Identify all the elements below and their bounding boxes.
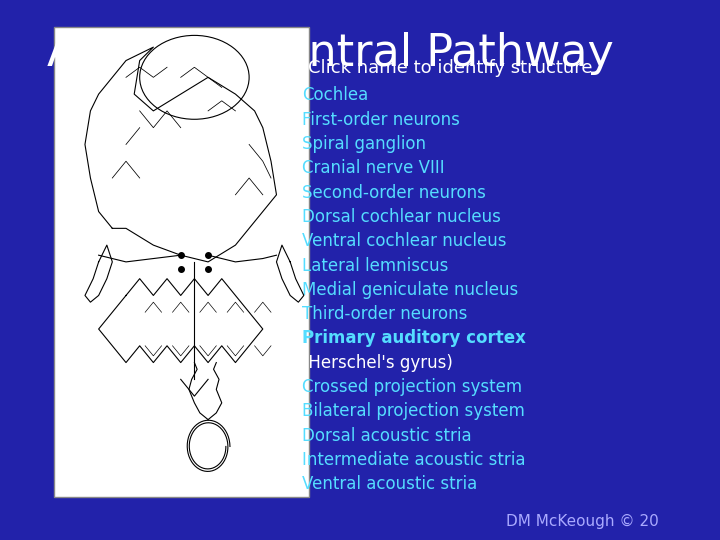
Text: Lateral lemniscus: Lateral lemniscus bbox=[302, 256, 449, 274]
Text: Click name to identify structure: Click name to identify structure bbox=[308, 59, 593, 77]
Text: Cranial nerve VIII: Cranial nerve VIII bbox=[302, 159, 445, 177]
Text: Crossed projection system: Crossed projection system bbox=[302, 378, 523, 396]
Text: Dorsal acoustic stria: Dorsal acoustic stria bbox=[302, 427, 472, 444]
Text: Bilateral projection system: Bilateral projection system bbox=[302, 402, 526, 420]
Text: Second-order neurons: Second-order neurons bbox=[302, 184, 486, 201]
Text: Medial geniculate nucleus: Medial geniculate nucleus bbox=[302, 281, 518, 299]
Text: Third-order neurons: Third-order neurons bbox=[302, 305, 468, 323]
Text: Ventral cochlear nucleus: Ventral cochlear nucleus bbox=[302, 232, 507, 250]
Text: Dorsal cochlear nucleus: Dorsal cochlear nucleus bbox=[302, 208, 501, 226]
Text: First-order neurons: First-order neurons bbox=[302, 111, 460, 129]
Text: Intermediate acoustic stria: Intermediate acoustic stria bbox=[302, 451, 526, 469]
Text: Auditory Central Pathway: Auditory Central Pathway bbox=[47, 32, 614, 76]
Text: Spiral ganglion: Spiral ganglion bbox=[302, 135, 426, 153]
Text: (Herschel's gyrus): (Herschel's gyrus) bbox=[302, 354, 454, 372]
Text: Primary auditory cortex: Primary auditory cortex bbox=[302, 329, 526, 347]
FancyBboxPatch shape bbox=[54, 27, 309, 497]
Text: Ventral acoustic stria: Ventral acoustic stria bbox=[302, 475, 477, 493]
Text: DM McKeough © 20: DM McKeough © 20 bbox=[506, 514, 659, 529]
Text: Cochlea: Cochlea bbox=[302, 86, 369, 104]
